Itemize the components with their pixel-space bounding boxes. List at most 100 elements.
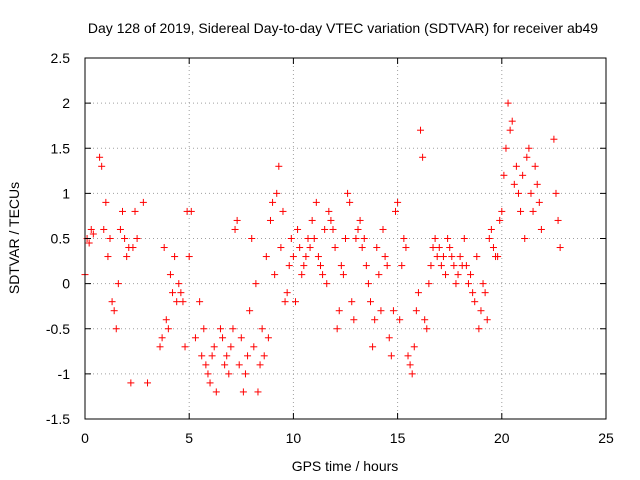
data-point xyxy=(241,370,249,378)
data-point xyxy=(471,298,479,306)
chart-title: Day 128 of 2019, Sidereal Day-to-day VTE… xyxy=(88,20,598,36)
data-point xyxy=(219,334,227,342)
data-point xyxy=(494,253,502,261)
data-point xyxy=(285,262,293,270)
data-point xyxy=(329,225,337,233)
data-point xyxy=(314,253,322,261)
data-point xyxy=(344,189,352,197)
data-point xyxy=(89,230,97,238)
data-point xyxy=(327,216,335,224)
data-point xyxy=(202,361,210,369)
y-tick-label: 1 xyxy=(62,185,70,201)
y-tick-label: -1.5 xyxy=(46,411,70,427)
data-point xyxy=(110,307,118,315)
data-point xyxy=(256,361,264,369)
data-point xyxy=(119,207,127,215)
data-point xyxy=(164,325,172,333)
data-point xyxy=(427,262,435,270)
data-point xyxy=(250,343,258,351)
y-tick-labels: -1.5 -1 -0.5 0 0.5 1 1.5 2 2.5 xyxy=(46,50,70,427)
data-point xyxy=(85,239,93,247)
data-point xyxy=(435,244,443,252)
x-tick-label: 20 xyxy=(494,430,510,446)
data-point xyxy=(500,171,508,179)
data-point xyxy=(127,379,135,387)
data-point xyxy=(337,262,345,270)
data-point xyxy=(475,325,483,333)
data-point xyxy=(550,135,558,143)
data-point xyxy=(162,316,170,324)
data-point xyxy=(496,216,504,224)
data-point xyxy=(306,244,314,252)
data-point xyxy=(412,307,420,315)
data-point xyxy=(175,280,183,288)
y-tick-label: 0.5 xyxy=(51,231,71,247)
data-point xyxy=(367,298,375,306)
data-point xyxy=(339,271,347,279)
data-point xyxy=(385,334,393,342)
data-point xyxy=(342,235,349,242)
data-point xyxy=(498,207,506,215)
data-point xyxy=(114,280,122,288)
data-point xyxy=(502,144,510,152)
data-point xyxy=(208,352,216,360)
data-point xyxy=(419,153,427,161)
data-point xyxy=(206,379,214,387)
data-point xyxy=(181,343,189,351)
data-point xyxy=(308,216,316,224)
data-point xyxy=(254,388,262,396)
x-tick-label: 0 xyxy=(81,430,89,446)
data-point xyxy=(204,370,212,378)
data-point xyxy=(296,244,304,252)
data-point xyxy=(348,298,356,306)
data-point xyxy=(323,280,331,288)
data-point xyxy=(379,225,387,233)
data-point xyxy=(233,216,241,224)
data-point xyxy=(200,325,208,333)
data-point xyxy=(275,162,283,170)
data-point xyxy=(456,253,464,261)
data-point xyxy=(431,235,439,242)
data-point xyxy=(258,325,266,333)
data-point xyxy=(273,189,281,197)
data-point xyxy=(283,289,291,297)
data-point xyxy=(410,343,418,351)
data-points xyxy=(81,99,564,396)
data-point xyxy=(389,307,397,315)
x-tick-label: 5 xyxy=(185,430,193,446)
data-point xyxy=(246,307,254,315)
x-tick-labels: 0 5 10 15 20 25 xyxy=(81,430,614,446)
data-point xyxy=(269,198,277,206)
data-point xyxy=(477,307,485,315)
data-point xyxy=(100,225,108,233)
data-point xyxy=(504,99,512,107)
data-point xyxy=(396,316,404,324)
data-point xyxy=(237,334,245,342)
data-point xyxy=(460,235,468,242)
data-point xyxy=(400,235,408,242)
data-point xyxy=(377,307,385,315)
data-point xyxy=(446,244,454,252)
data-point xyxy=(104,253,112,261)
data-point xyxy=(239,388,247,396)
data-point xyxy=(160,244,168,252)
data-point xyxy=(552,189,560,197)
data-point xyxy=(354,225,362,233)
data-point xyxy=(96,153,104,161)
data-point xyxy=(312,198,320,206)
data-point xyxy=(279,207,287,215)
data-point xyxy=(414,289,422,297)
data-point xyxy=(277,244,285,252)
x-tick-label: 25 xyxy=(598,430,614,446)
data-point xyxy=(271,271,279,279)
data-point xyxy=(467,271,475,279)
data-point xyxy=(442,271,450,279)
data-point xyxy=(131,207,139,215)
data-point xyxy=(235,361,243,369)
data-point xyxy=(394,198,402,206)
data-point xyxy=(229,325,237,333)
data-point xyxy=(369,343,377,351)
data-point xyxy=(156,343,164,351)
axis-ticks xyxy=(84,57,607,420)
data-point xyxy=(116,225,124,233)
